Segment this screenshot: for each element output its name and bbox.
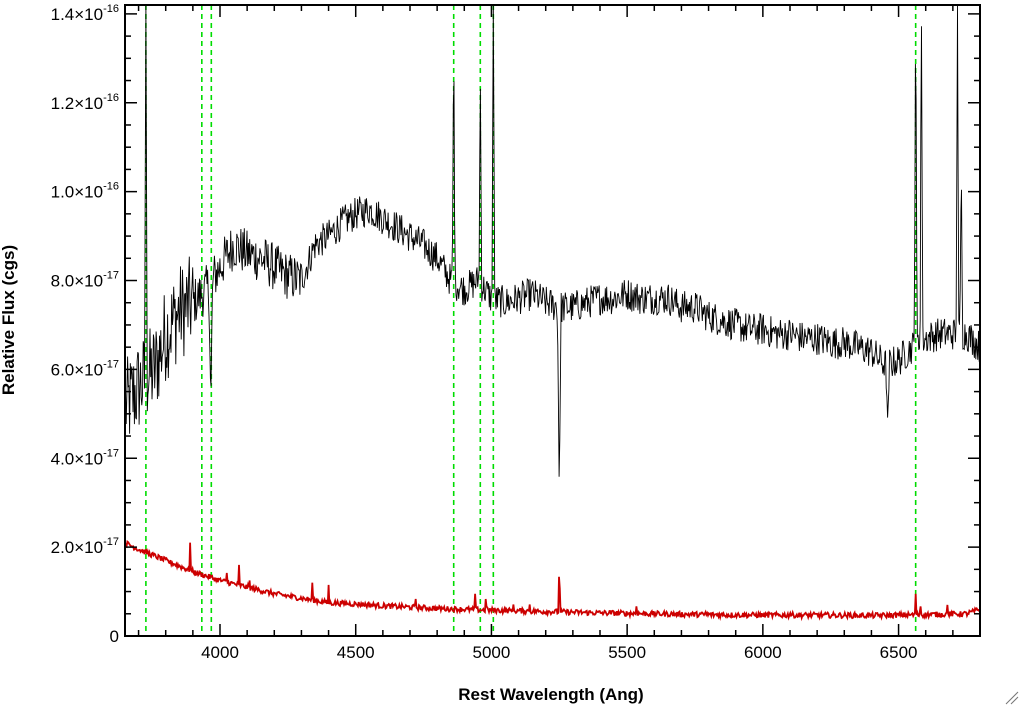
y-tick-label: 6.0×10-17 (51, 358, 119, 379)
emission-line-markers (145, 5, 917, 636)
resize-grip-icon (1005, 691, 1019, 705)
tick-labels: 4000 4500 5000 5500 6000 6500 0 2.0×10-17 4.0×10… (51, 3, 918, 662)
axes (124, 4, 981, 637)
y-tick-label: 4.0×10-17 (51, 447, 119, 468)
x-tick-label: 4500 (337, 643, 375, 662)
x-tick-label: 6000 (744, 643, 782, 662)
spectrum-series (124, 4, 981, 622)
x-tick-label: 4000 (201, 643, 239, 662)
y-tick-label: 0 (110, 627, 119, 646)
y-tick-label: 8.0×10-17 (51, 270, 119, 291)
y-tick-label: 1.0×10-16 (51, 181, 119, 202)
y-tick-label: 2.0×10-17 (51, 536, 119, 557)
x-tick-label: 6500 (880, 643, 918, 662)
error-spectrum-line (124, 539, 981, 622)
y-tick-label: 1.4×10-16 (51, 3, 119, 24)
y-tick-label: 1.2×10-16 (51, 92, 119, 113)
plot-frame (124, 4, 981, 637)
observed-spectrum-line (125, 4, 980, 477)
x-axis-title: Rest Wavelength (Ang) (458, 685, 643, 704)
x-tick-label: 5500 (608, 643, 646, 662)
x-tick-label: 5000 (473, 643, 511, 662)
y-axis-title: Relative Flux (cgs) (0, 245, 18, 395)
